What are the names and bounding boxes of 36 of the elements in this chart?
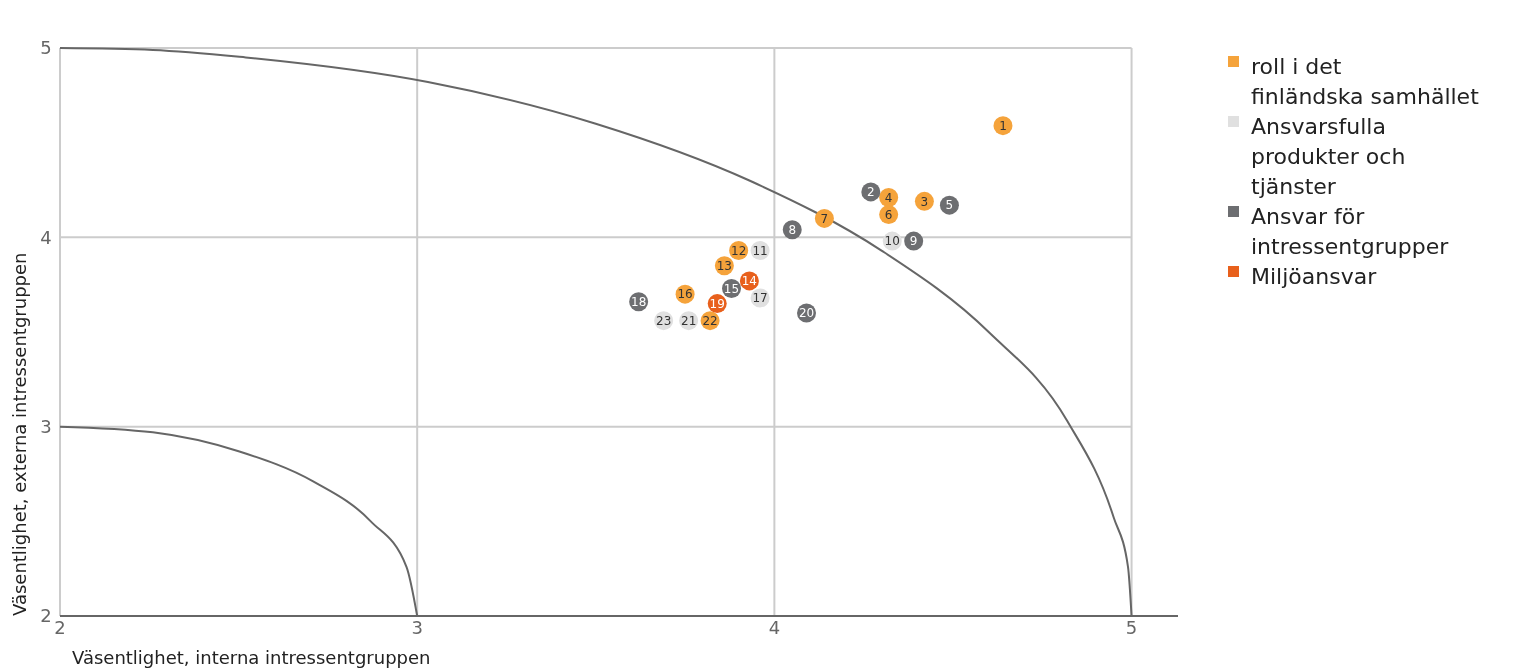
annotation: 7	[820, 211, 829, 226]
annotation: 9	[909, 234, 918, 249]
annotation: 5	[945, 198, 954, 213]
annotation: 21	[681, 313, 697, 328]
annotation: 10	[884, 234, 900, 249]
annotation: 1	[999, 118, 1007, 133]
annotation: 22	[702, 313, 718, 328]
legend-label: Ansvar för intressentgrupper	[1251, 203, 1450, 259]
x-tick-label: 2	[54, 617, 66, 638]
annotation: 8	[788, 222, 797, 237]
y-tick-label: 4	[40, 226, 52, 248]
annotation: 23	[656, 313, 672, 328]
legend-label: Ansvarsfulla produkter och tjänster	[1251, 113, 1406, 199]
annotation: 13	[716, 258, 733, 273]
x-axis-title: Väsentlighet, interna intressentgruppen	[72, 647, 431, 668]
annotation: 16	[677, 287, 693, 302]
legend-label: roll i det finländska samhället	[1251, 53, 1480, 109]
annotation: 18	[631, 294, 647, 309]
annotation: 2	[867, 185, 875, 200]
annotation: 20	[798, 306, 815, 321]
annotation: 12	[731, 243, 747, 258]
y-tick-label: 3	[40, 415, 52, 437]
annotation: 17	[752, 291, 768, 306]
y-tick-label: 5	[40, 37, 52, 59]
annotation: 3	[920, 194, 929, 209]
legend-label: Miljöansvar	[1251, 263, 1378, 289]
x-tick-label: 5	[1125, 617, 1138, 638]
annotation: 11	[752, 243, 768, 258]
annotation: 6	[884, 207, 893, 222]
annotation: 19	[709, 296, 725, 311]
annotation: 14	[741, 274, 758, 289]
annotation: 4	[884, 190, 893, 205]
x-tick-label: 4	[768, 617, 781, 638]
annotation: 15	[723, 281, 740, 296]
x-tick-label: 3	[411, 617, 423, 638]
y-axis-title: Väsentlighet, externa intressentgruppen	[9, 252, 30, 616]
